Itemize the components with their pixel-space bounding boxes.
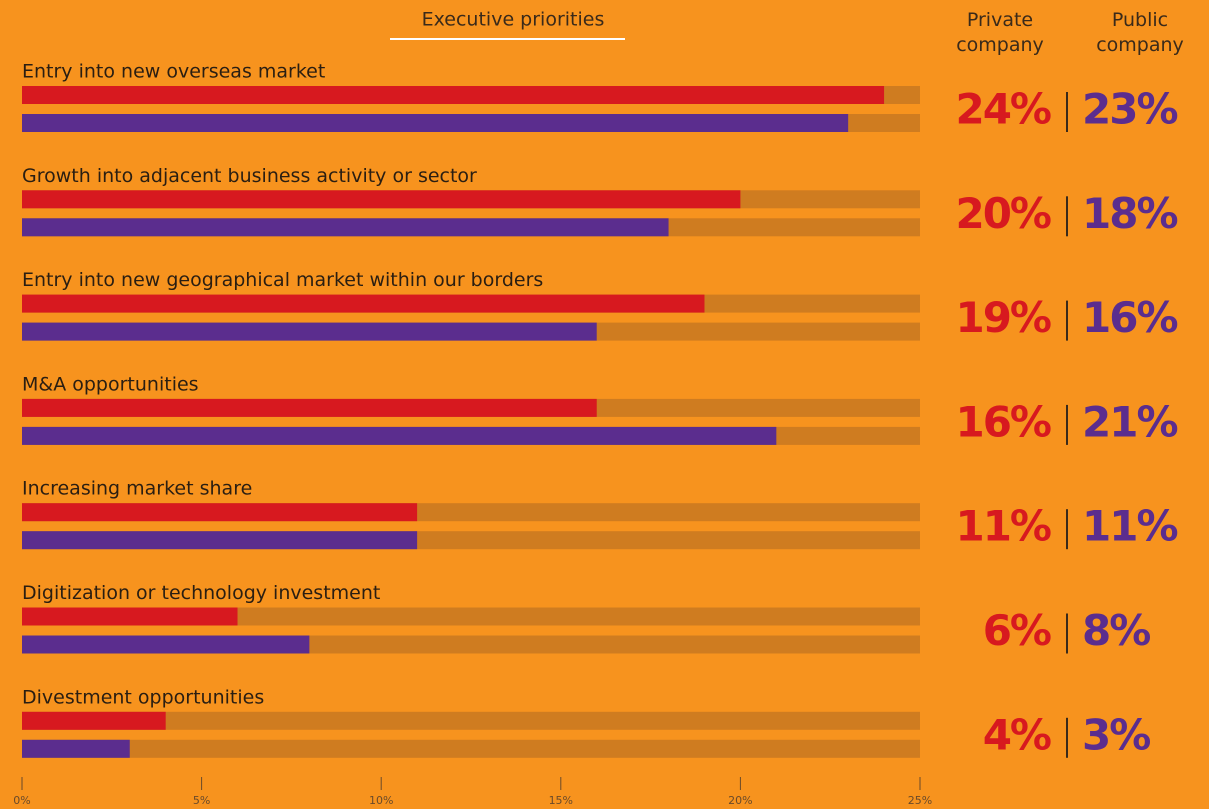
category-label: Entry into new geographical market withi… bbox=[22, 269, 543, 291]
x-tick-label: 20% bbox=[728, 794, 752, 807]
bar-track bbox=[22, 739, 920, 758]
x-tick-label: 25% bbox=[908, 794, 932, 807]
chart-title: Executive priorities bbox=[422, 9, 605, 31]
x-tick-label: 15% bbox=[549, 794, 573, 807]
bar bbox=[22, 503, 418, 522]
category-label: Digitization or technology investment bbox=[22, 582, 380, 604]
category-label: Growth into adjacent business activity o… bbox=[22, 165, 477, 187]
value-label: 3% bbox=[1082, 710, 1150, 759]
category-label: Divestment opportunities bbox=[22, 686, 264, 708]
bar bbox=[22, 322, 597, 341]
legend-entry: Public company bbox=[1096, 9, 1184, 56]
category-label: Increasing market share bbox=[22, 478, 252, 500]
bar bbox=[22, 86, 885, 104]
value-label: 23% bbox=[1082, 85, 1177, 134]
category-label: M&A opportunities bbox=[22, 373, 199, 395]
value-label: 16% bbox=[1082, 293, 1177, 342]
x-tick-label: 5% bbox=[193, 794, 210, 807]
bar bbox=[22, 398, 597, 417]
bar-track bbox=[22, 711, 920, 730]
bar bbox=[22, 711, 166, 730]
value-label: 24% bbox=[955, 85, 1050, 134]
bar bbox=[22, 739, 130, 758]
value-label: 11% bbox=[955, 502, 1050, 551]
value-label: 20% bbox=[955, 189, 1050, 238]
value-label: 16% bbox=[955, 397, 1050, 446]
bar bbox=[22, 607, 238, 626]
bar bbox=[22, 218, 669, 237]
legend-entry: Private company bbox=[956, 9, 1044, 56]
x-tick-label: 10% bbox=[369, 794, 393, 807]
value-label: 11% bbox=[1082, 502, 1177, 551]
value-label: 18% bbox=[1082, 189, 1177, 238]
bar bbox=[22, 294, 705, 313]
bar bbox=[22, 190, 741, 209]
bar bbox=[22, 531, 418, 550]
category-label: Entry into new overseas market bbox=[22, 61, 325, 83]
bar-track bbox=[22, 607, 920, 626]
x-tick-label: 0% bbox=[13, 794, 30, 807]
value-label: 8% bbox=[1082, 606, 1150, 655]
value-label: 21% bbox=[1082, 397, 1177, 446]
value-label: 6% bbox=[983, 606, 1051, 655]
bar bbox=[22, 114, 849, 132]
bar bbox=[22, 426, 777, 445]
value-label: 19% bbox=[955, 293, 1050, 342]
bar bbox=[22, 635, 310, 654]
value-label: 4% bbox=[983, 710, 1051, 759]
